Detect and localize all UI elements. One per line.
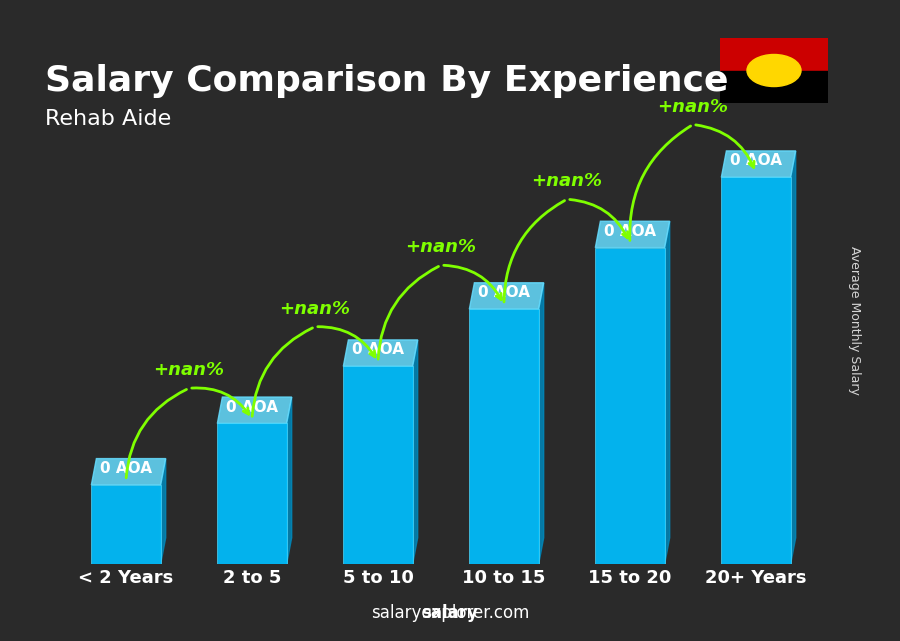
Polygon shape — [664, 221, 670, 564]
Polygon shape — [595, 221, 670, 247]
Bar — [343, 366, 412, 564]
Text: +nan%: +nan% — [658, 97, 728, 116]
Bar — [595, 247, 664, 564]
Bar — [721, 178, 790, 564]
Text: +nan%: +nan% — [280, 300, 350, 318]
Text: Salary Comparison By Experience: Salary Comparison By Experience — [45, 64, 728, 98]
Polygon shape — [790, 151, 796, 564]
Text: +nan%: +nan% — [154, 362, 224, 379]
Bar — [92, 485, 160, 564]
Text: 0 AOA: 0 AOA — [478, 285, 530, 301]
Polygon shape — [721, 151, 796, 178]
Text: salaryexplorer.com: salaryexplorer.com — [371, 604, 529, 622]
Bar — [217, 424, 286, 564]
Text: +nan%: +nan% — [406, 238, 476, 256]
Bar — [720, 38, 828, 71]
Text: Average Monthly Salary: Average Monthly Salary — [849, 246, 861, 395]
Polygon shape — [160, 458, 166, 564]
Text: Rehab Aide: Rehab Aide — [45, 109, 171, 129]
Bar — [469, 309, 538, 564]
Text: 0 AOA: 0 AOA — [604, 224, 656, 239]
Text: salary: salary — [421, 604, 479, 622]
Circle shape — [747, 54, 801, 87]
Polygon shape — [469, 283, 544, 309]
Polygon shape — [343, 340, 418, 366]
Bar — [720, 71, 828, 103]
Polygon shape — [538, 283, 544, 564]
Polygon shape — [217, 397, 292, 424]
Text: 0 AOA: 0 AOA — [730, 153, 782, 169]
Text: +nan%: +nan% — [532, 172, 602, 190]
Polygon shape — [286, 397, 292, 564]
Text: 0 AOA: 0 AOA — [352, 342, 404, 358]
Polygon shape — [412, 340, 418, 564]
Polygon shape — [92, 458, 166, 485]
Text: 0 AOA: 0 AOA — [100, 461, 152, 476]
Text: 0 AOA: 0 AOA — [226, 399, 278, 415]
